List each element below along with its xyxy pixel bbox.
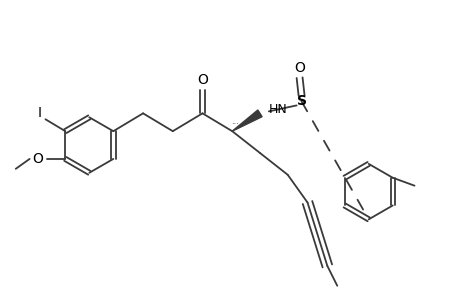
Text: HN: HN <box>268 103 286 116</box>
Text: S: S <box>296 94 306 109</box>
Text: O: O <box>293 61 304 75</box>
Text: I: I <box>38 106 41 120</box>
Text: O: O <box>196 73 207 87</box>
Text: ···: ··· <box>231 120 239 129</box>
Text: O: O <box>32 152 43 166</box>
Polygon shape <box>232 110 262 131</box>
